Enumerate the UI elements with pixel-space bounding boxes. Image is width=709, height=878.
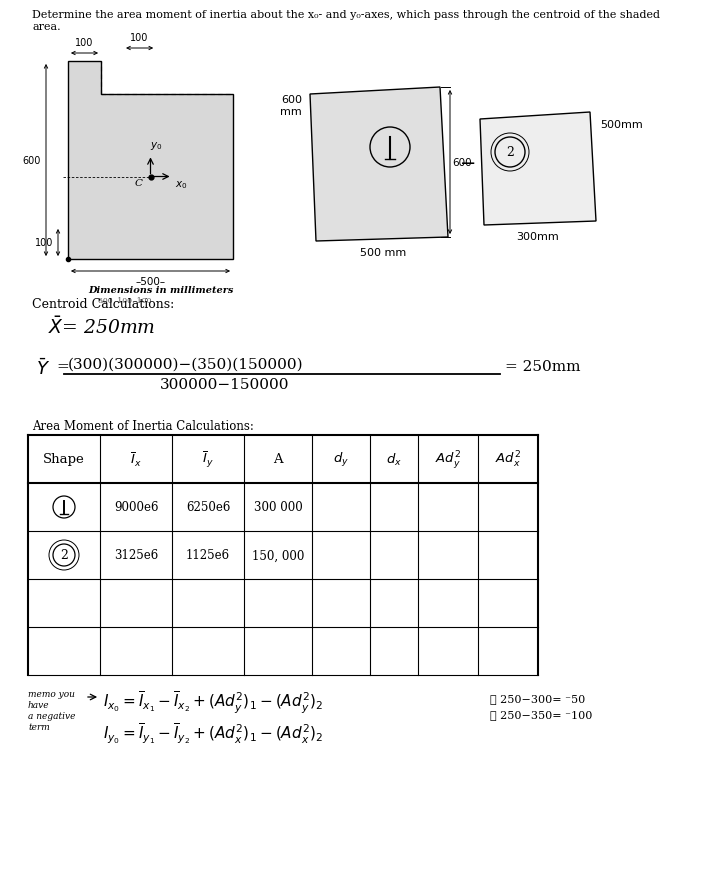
Text: 100: 100 — [130, 33, 149, 43]
Text: $d_x$: $d_x$ — [386, 451, 402, 467]
Polygon shape — [310, 88, 448, 241]
Text: 2: 2 — [506, 147, 514, 159]
Text: 500 mm: 500 mm — [360, 248, 406, 258]
Text: Shape: Shape — [43, 453, 85, 466]
Text: $\bar{X}$= 250mm: $\bar{X}$= 250mm — [48, 315, 155, 337]
Text: $I_{x_0}= \overline{I}_{x_1}-\overline{I}_{x_2}+(Ad_y^2)_1-(Ad_y^2)_2$: $I_{x_0}= \overline{I}_{x_1}-\overline{I… — [103, 689, 323, 716]
Text: $\bar{Y}$: $\bar{Y}$ — [36, 357, 50, 378]
Text: 600  100  100: 600 100 100 — [98, 297, 152, 305]
Text: have: have — [28, 700, 50, 709]
Text: = 250mm: = 250mm — [505, 360, 581, 373]
Text: $x_0$: $x_0$ — [174, 179, 187, 191]
Text: $I_{y_0}= \overline{I}_{y_1}-\overline{I}_{y_2}+(Ad_x^2)_1-(Ad_x^2)_2$: $I_{y_0}= \overline{I}_{y_1}-\overline{I… — [103, 721, 323, 745]
Text: 500mm: 500mm — [600, 120, 643, 130]
Polygon shape — [68, 62, 233, 260]
Text: Centroid Calculations:: Centroid Calculations: — [32, 298, 174, 311]
Text: $Ad^2_x$: $Ad^2_x$ — [495, 450, 521, 470]
Text: ① 250−300= ⁻50: ① 250−300= ⁻50 — [490, 694, 585, 703]
Text: 600: 600 — [281, 95, 302, 104]
Text: 300000−150000: 300000−150000 — [160, 378, 289, 392]
Text: memo you: memo you — [28, 689, 75, 698]
Text: $Ad^2_y$: $Ad^2_y$ — [435, 449, 461, 471]
Text: 9000e6: 9000e6 — [113, 501, 158, 514]
Text: C: C — [135, 178, 143, 187]
Text: =: = — [56, 360, 69, 373]
Text: 300mm: 300mm — [517, 232, 559, 241]
Text: $\overline{I}_y$: $\overline{I}_y$ — [202, 450, 214, 470]
Text: 100: 100 — [35, 238, 53, 248]
Text: –500–: –500– — [135, 277, 166, 287]
Text: term: term — [28, 723, 50, 731]
Text: 3125e6: 3125e6 — [114, 549, 158, 562]
Text: 600: 600 — [23, 155, 41, 166]
Text: 150, 000: 150, 000 — [252, 549, 304, 562]
Text: 1125e6: 1125e6 — [186, 549, 230, 562]
Text: 600: 600 — [452, 158, 471, 168]
Text: area.: area. — [32, 22, 61, 32]
Text: 100: 100 — [75, 38, 94, 48]
Text: ② 250−350= ⁻100: ② 250−350= ⁻100 — [490, 709, 593, 719]
Text: 300 000: 300 000 — [254, 501, 302, 514]
Text: Determine the area moment of inertia about the x₀- and y₀-axes, which pass throu: Determine the area moment of inertia abo… — [32, 10, 660, 20]
Text: mm: mm — [280, 107, 302, 117]
Text: (300)(300000)−(350)(150000): (300)(300000)−(350)(150000) — [68, 357, 303, 371]
Text: 2: 2 — [60, 549, 68, 562]
Text: $\overline{I}_x$: $\overline{I}_x$ — [130, 450, 142, 469]
Text: $y_0$: $y_0$ — [150, 140, 162, 152]
Text: Area Moment of Inertia Calculations:: Area Moment of Inertia Calculations: — [32, 420, 254, 433]
Text: −: − — [460, 154, 476, 172]
Text: a negative: a negative — [28, 711, 75, 720]
Polygon shape — [480, 113, 596, 226]
Text: Dimensions in millimeters: Dimensions in millimeters — [88, 285, 233, 295]
Text: A: A — [273, 453, 283, 466]
Text: $d_y$: $d_y$ — [333, 450, 349, 469]
Text: 6250e6: 6250e6 — [186, 501, 230, 514]
